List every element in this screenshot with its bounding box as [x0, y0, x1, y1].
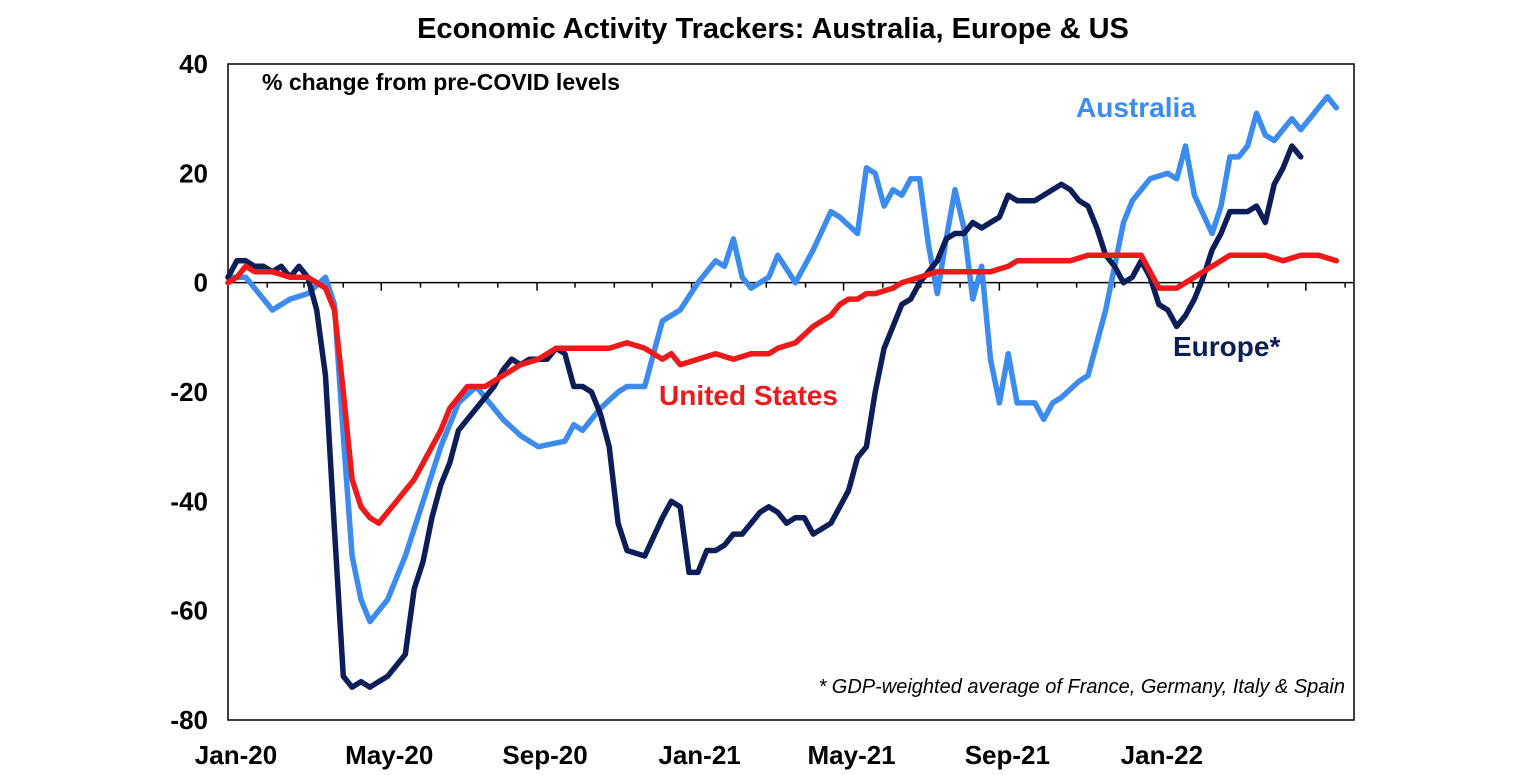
- x-tick-label: Jan-21: [658, 740, 740, 770]
- chart-subtitle: % change from pre-COVID levels: [262, 69, 620, 95]
- y-tick-label: -40: [170, 486, 208, 516]
- series-label-europe: Europe*: [1173, 331, 1280, 362]
- series-line-united-states: [225, 252, 1340, 526]
- chart-title: Economic Activity Trackers: Australia, E…: [417, 13, 1129, 45]
- series-lines: [225, 94, 1340, 690]
- y-tick-label: -60: [170, 596, 208, 626]
- y-tick-label: 0: [194, 268, 208, 298]
- x-tick-label: Jan-22: [1121, 740, 1203, 770]
- x-tick-label: May-20: [345, 740, 433, 770]
- y-tick-label: -80: [170, 705, 208, 735]
- footnote: * GDP-weighted average of France, German…: [818, 676, 1345, 698]
- x-tick-label: Sep-20: [502, 740, 587, 770]
- y-tick-label: -20: [170, 377, 208, 407]
- x-tick-label: Sep-21: [965, 740, 1050, 770]
- x-tick-label: Jan-20: [195, 740, 277, 770]
- series-label-australia: Australia: [1076, 92, 1196, 123]
- y-tick-label: 40: [179, 49, 208, 79]
- series-label-united-states: United States: [659, 380, 838, 411]
- y-tick-label: 20: [179, 158, 208, 188]
- series-line-europe: [225, 143, 1304, 690]
- x-tick-label: May-21: [807, 740, 895, 770]
- y-axis: 40 20 0 -20 -40 -60 -80: [170, 49, 208, 735]
- series-line-australia: [225, 94, 1340, 625]
